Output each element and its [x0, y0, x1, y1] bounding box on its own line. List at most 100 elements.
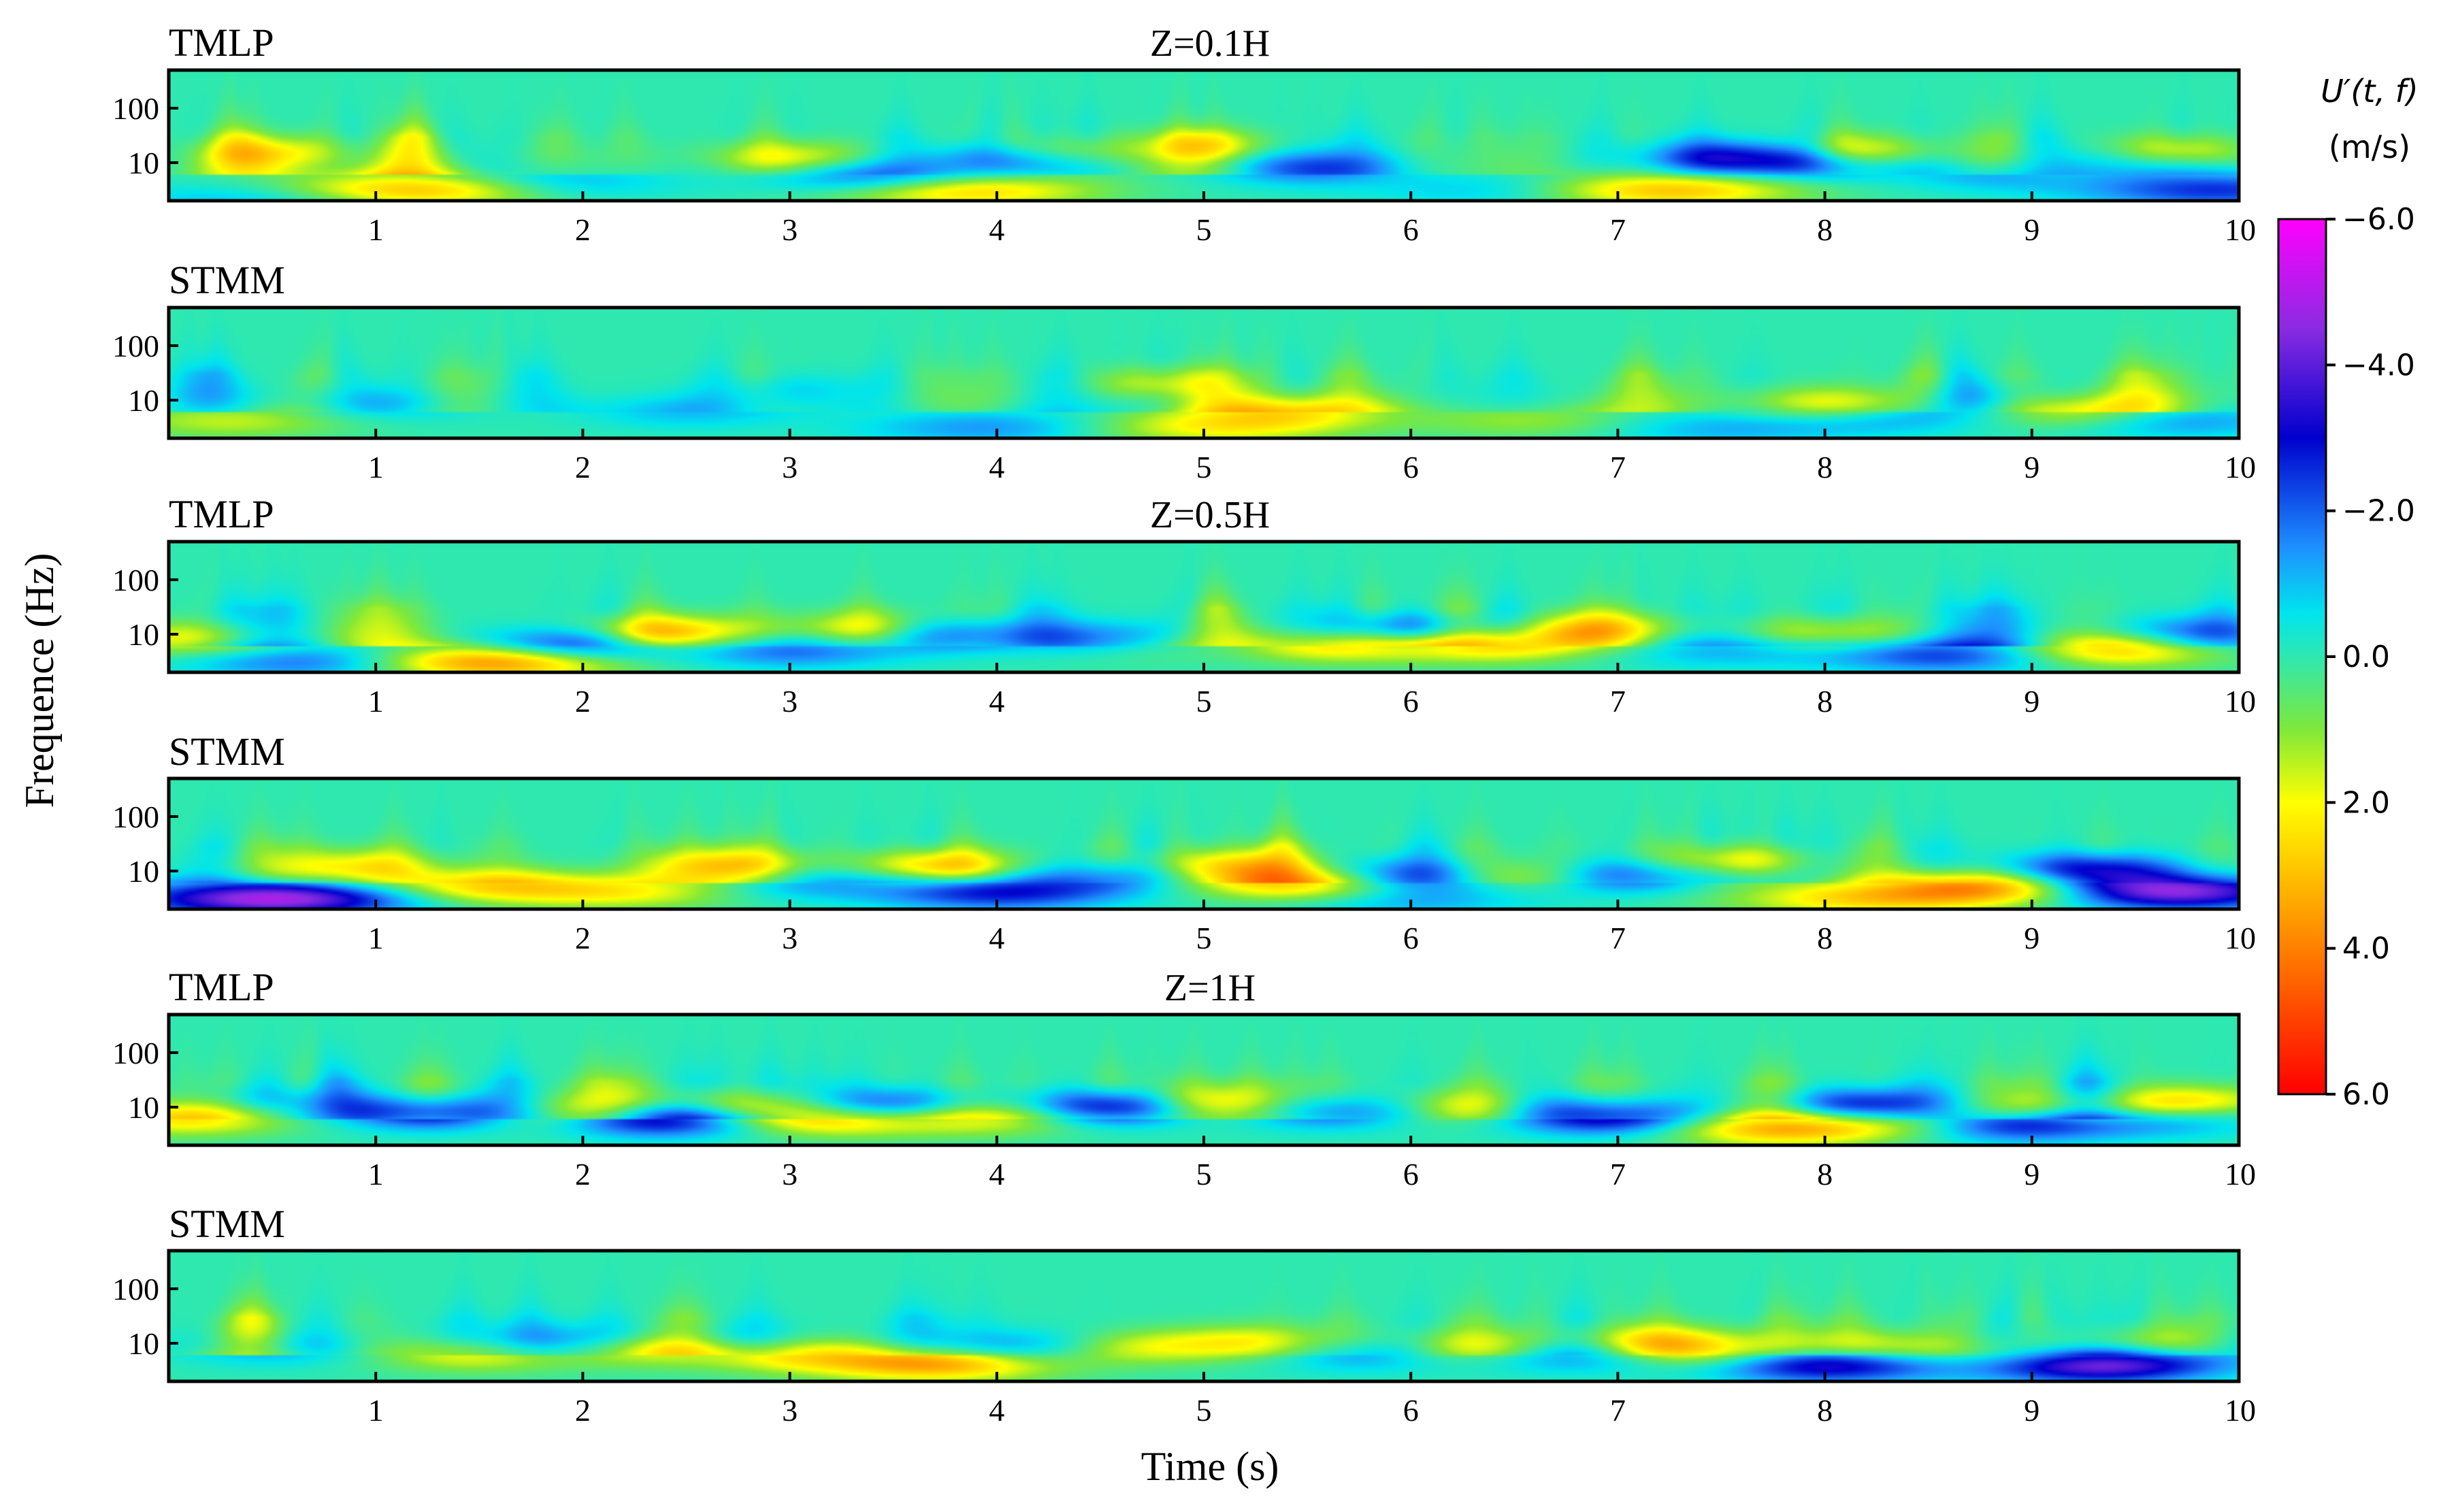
- colorbar-tick-label: 4.0: [2342, 932, 2390, 966]
- panel-3-ytick-label: 100: [112, 563, 159, 597]
- panel-2-xtick-label: 8: [1817, 450, 1833, 484]
- panel-3-xtick-label: 4: [989, 684, 1004, 719]
- colorbar-tick-label: 2.0: [2342, 785, 2390, 820]
- panel-4-ytick-label: 10: [128, 854, 159, 889]
- panel-2-xtick-label: 6: [1403, 450, 1419, 484]
- panel-2-xtick-label: 3: [782, 450, 798, 484]
- panel-4-xtick-label: 2: [575, 921, 591, 955]
- panel-3-xtick-label: 5: [1196, 684, 1212, 719]
- panel-4-xtick-label: 9: [2024, 921, 2039, 955]
- panel-1-heatmap: [169, 70, 2239, 201]
- colorbar-tick-label: 0.0: [2342, 640, 2390, 674]
- panel-1-ytick-label: 100: [112, 91, 159, 126]
- panel-6-xtick-label: 2: [575, 1393, 591, 1428]
- panel-5-ytick-label: 100: [112, 1036, 159, 1070]
- panel-6-xtick-label: 10: [2225, 1393, 2256, 1428]
- panel-5-xtick-label: 2: [575, 1157, 591, 1191]
- panel-4-xtick-label: 1: [368, 921, 384, 955]
- panel-5-method-label: TMLP: [169, 965, 274, 1009]
- panel-6-heatmap: [169, 1251, 2239, 1381]
- panel-4-xtick-label: 10: [2225, 921, 2256, 955]
- panel-4-ytick-label: 100: [112, 800, 159, 834]
- panel-5-xtick-label: 3: [782, 1157, 798, 1191]
- panel-1-ytick-label: 10: [128, 146, 159, 180]
- panel-2-method-label: STMM: [169, 258, 285, 302]
- panel-6-xtick-label: 5: [1196, 1393, 1212, 1428]
- panel-3-height-label: Z=0.5H: [1150, 494, 1270, 536]
- panel-4-xtick-label: 8: [1817, 921, 1833, 955]
- panel-1-xtick-label: 9: [2024, 212, 2039, 247]
- panel-2-xtick-label: 2: [575, 450, 591, 484]
- panel-3-xtick-label: 3: [782, 684, 798, 719]
- colorbar-label-line1: U′(t, f): [2321, 73, 2418, 110]
- colorbar-tick-label: 6.0: [2342, 1077, 2390, 1112]
- panel-4-xtick-label: 5: [1196, 921, 1212, 955]
- panel-1-height-label: Z=0.1H: [1150, 22, 1270, 65]
- panel-3-xtick-label: 7: [1610, 684, 1626, 719]
- panel-2-xtick-label: 5: [1196, 450, 1212, 484]
- panel-1-xtick-label: 10: [2225, 212, 2256, 247]
- panel-3-xtick-label: 9: [2024, 684, 2039, 719]
- panel-4-heatmap: [169, 778, 2239, 909]
- panel-5-xtick-label: 5: [1196, 1157, 1212, 1191]
- panel-5-xtick-label: 6: [1403, 1157, 1419, 1191]
- colorbar-bar: [2277, 218, 2327, 1096]
- panel-1-xtick-label: 6: [1403, 212, 1419, 247]
- panel-3-method-label: TMLP: [169, 492, 274, 536]
- panel-6-xtick-label: 4: [989, 1393, 1004, 1428]
- panel-6-xtick-label: 3: [782, 1393, 798, 1428]
- y-axis-label: Frequence (Hz): [17, 553, 62, 808]
- panel-1-xtick-label: 7: [1610, 212, 1626, 247]
- panel-2-ytick-label: 100: [112, 329, 159, 363]
- panel-4-method-label: STMM: [169, 729, 285, 774]
- panel-3-xtick-label: 6: [1403, 684, 1419, 719]
- panel-6: STMM 100 10 1 2 3 4 5 6 7 8 9 10: [112, 1202, 2256, 1428]
- panel-1-xtick-label: 2: [575, 212, 591, 247]
- panel-5-xtick-label: 9: [2024, 1157, 2039, 1191]
- colorbar-label-line2: (m/s): [2329, 129, 2410, 165]
- colorbar: U′(t, f) (m/s) −6.0 −4.0 −2.0 0.0 2.0 4.0 6.0: [2277, 73, 2419, 1112]
- panel-3-xtick-label: 1: [368, 684, 384, 719]
- panel-1: TMLP Z=0.1H 100 10 1 2 3 4 5 6 7 8 9 10: [112, 20, 2256, 247]
- panel-5-xtick-label: 8: [1817, 1157, 1833, 1191]
- panel-2-xtick-label: 4: [989, 450, 1004, 484]
- panel-1-method-label: TMLP: [169, 20, 274, 65]
- panel-6-xtick-label: 1: [368, 1393, 384, 1428]
- colorbar-tick-label: −6.0: [2342, 202, 2415, 237]
- panel-3-heatmap: [169, 542, 2239, 672]
- panel-3-xtick-label: 8: [1817, 684, 1833, 719]
- panel-3-xtick-label: 10: [2225, 684, 2256, 719]
- panel-5: TMLP Z=1H 100 10 1 2 3 4 5 6 7 8 9 10: [112, 965, 2256, 1191]
- panel-3-ytick-label: 10: [128, 617, 159, 652]
- panel-5-xtick-label: 10: [2225, 1157, 2256, 1191]
- panel-2-xtick-label: 10: [2225, 450, 2256, 484]
- panel-5-ytick-label: 10: [128, 1090, 159, 1125]
- panel-6-xtick-label: 6: [1403, 1393, 1419, 1428]
- panel-4-xtick-label: 6: [1403, 921, 1419, 955]
- panel-3-xtick-label: 2: [575, 684, 591, 719]
- panel-2: STMM 100 10 1 2 3 4 5 6 7 8 9 10: [112, 258, 2256, 484]
- panel-6-ytick-label: 100: [112, 1272, 159, 1306]
- x-axis-label: Time (s): [1141, 1444, 1279, 1489]
- colorbar-tick-label: −4.0: [2342, 348, 2415, 382]
- panel-1-xtick-label: 3: [782, 212, 798, 247]
- panel-2-xtick-label: 7: [1610, 450, 1626, 484]
- panel-3: TMLP Z=0.5H 100 10 1 2 3 4 5 6 7 8 9 10: [112, 492, 2256, 719]
- panel-1-xtick-label: 8: [1817, 212, 1833, 247]
- panel-1-xtick-label: 4: [989, 212, 1004, 247]
- panel-2-heatmap: [169, 308, 2239, 438]
- panel-6-xtick-label: 9: [2024, 1393, 2039, 1428]
- panel-6-ytick-label: 10: [128, 1326, 159, 1361]
- panel-2-xtick-label: 1: [368, 450, 384, 484]
- panel-1-xtick-label: 5: [1196, 212, 1212, 247]
- panel-6-xtick-label: 8: [1817, 1393, 1833, 1428]
- panel-5-height-label: Z=1H: [1164, 967, 1256, 1009]
- panel-5-xtick-label: 7: [1610, 1157, 1626, 1191]
- panel-6-xtick-label: 7: [1610, 1393, 1626, 1428]
- panel-4: STMM 100 10 1 2 3 4 5 6 7 8 9 10: [112, 729, 2256, 955]
- panel-5-xtick-label: 1: [368, 1157, 384, 1191]
- panel-6-method-label: STMM: [169, 1202, 285, 1246]
- panel-5-heatmap: [169, 1015, 2239, 1145]
- panel-5-xtick-label: 4: [989, 1157, 1004, 1191]
